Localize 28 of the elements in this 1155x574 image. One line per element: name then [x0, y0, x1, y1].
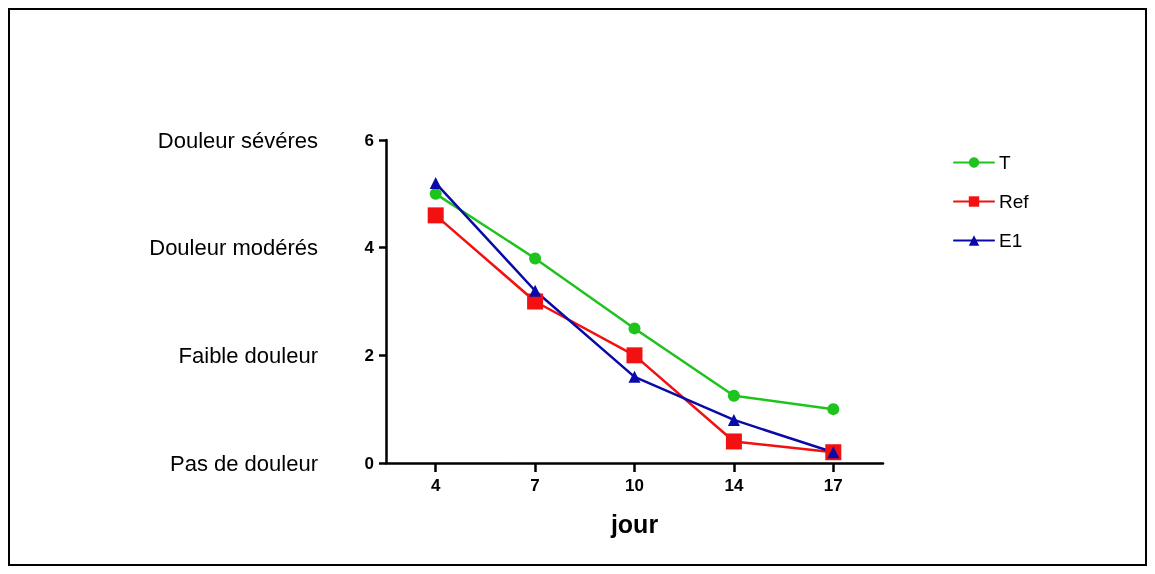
x-tick-label: 7: [530, 476, 540, 495]
text: Faible douleur: [178, 342, 319, 368]
y-tick-label: 2: [364, 345, 374, 365]
y-tick-label: 6: [364, 130, 374, 150]
legend-label: T: [999, 152, 1011, 173]
point: [628, 370, 641, 383]
x-tick-label: 4: [430, 476, 441, 495]
point: [725, 433, 742, 450]
y-tick-label: 0: [364, 453, 374, 473]
x-tick-label: 17: [823, 476, 843, 495]
point: [429, 177, 442, 190]
text: Pas de douleur: [170, 450, 318, 476]
x-tick-label: 10: [625, 476, 644, 495]
point: [727, 413, 740, 426]
x-tick-label: 14: [724, 476, 744, 495]
legend-label: Ref: [999, 191, 1030, 212]
point: [427, 207, 444, 224]
legend-label: E1: [999, 230, 1023, 251]
point: [827, 403, 840, 416]
point: [626, 347, 643, 364]
point: [628, 322, 641, 335]
x-axis-title: jour: [609, 509, 659, 538]
y-tick-label: 4: [364, 238, 375, 258]
text: Douleur modérés: [149, 235, 318, 261]
point: [727, 389, 740, 402]
point: [529, 284, 542, 297]
point: [529, 252, 542, 265]
text: Douleur sévéres: [157, 127, 318, 153]
